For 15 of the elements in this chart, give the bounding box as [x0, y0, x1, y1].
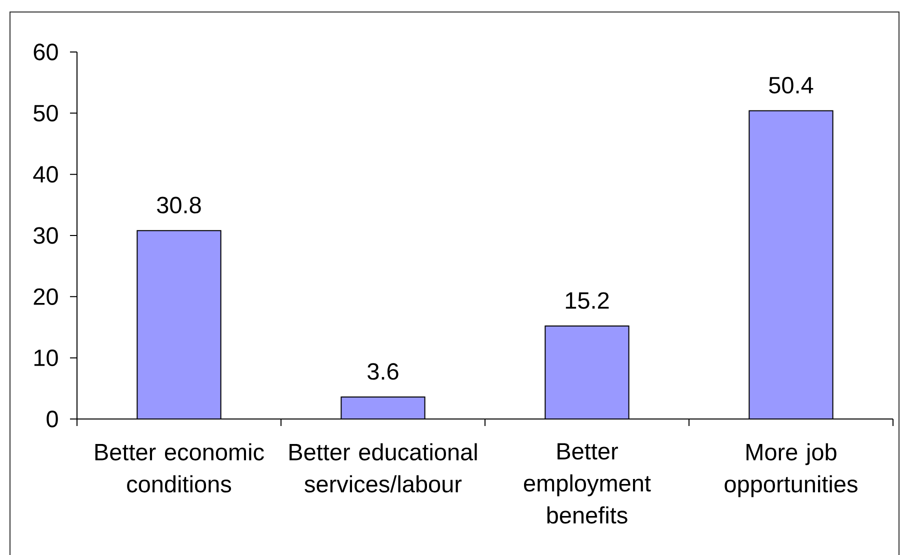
- x-tick-label: More job opportunities: [724, 443, 858, 498]
- data-label: 30.8: [157, 196, 201, 214]
- x-tick-label: Better employment benefits: [524, 443, 651, 524]
- y-tick-label: 0: [46, 410, 58, 428]
- data-label: 15.2: [566, 292, 609, 309]
- y-tick-label: 50: [34, 104, 58, 122]
- y-tick-label: 40: [33, 166, 58, 183]
- data-label: 3.6: [368, 363, 398, 380]
- y-tick-label: 20: [34, 288, 58, 305]
- y-tick-label: 60: [34, 44, 58, 60]
- y-tick-label: 10: [34, 350, 58, 366]
- x-tick-label: Better economic conditions: [95, 443, 264, 492]
- data-label: 50.4: [769, 76, 814, 94]
- y-tick-label: 30: [34, 227, 58, 244]
- x-tick-label: Better educational services/labour: [290, 443, 477, 492]
